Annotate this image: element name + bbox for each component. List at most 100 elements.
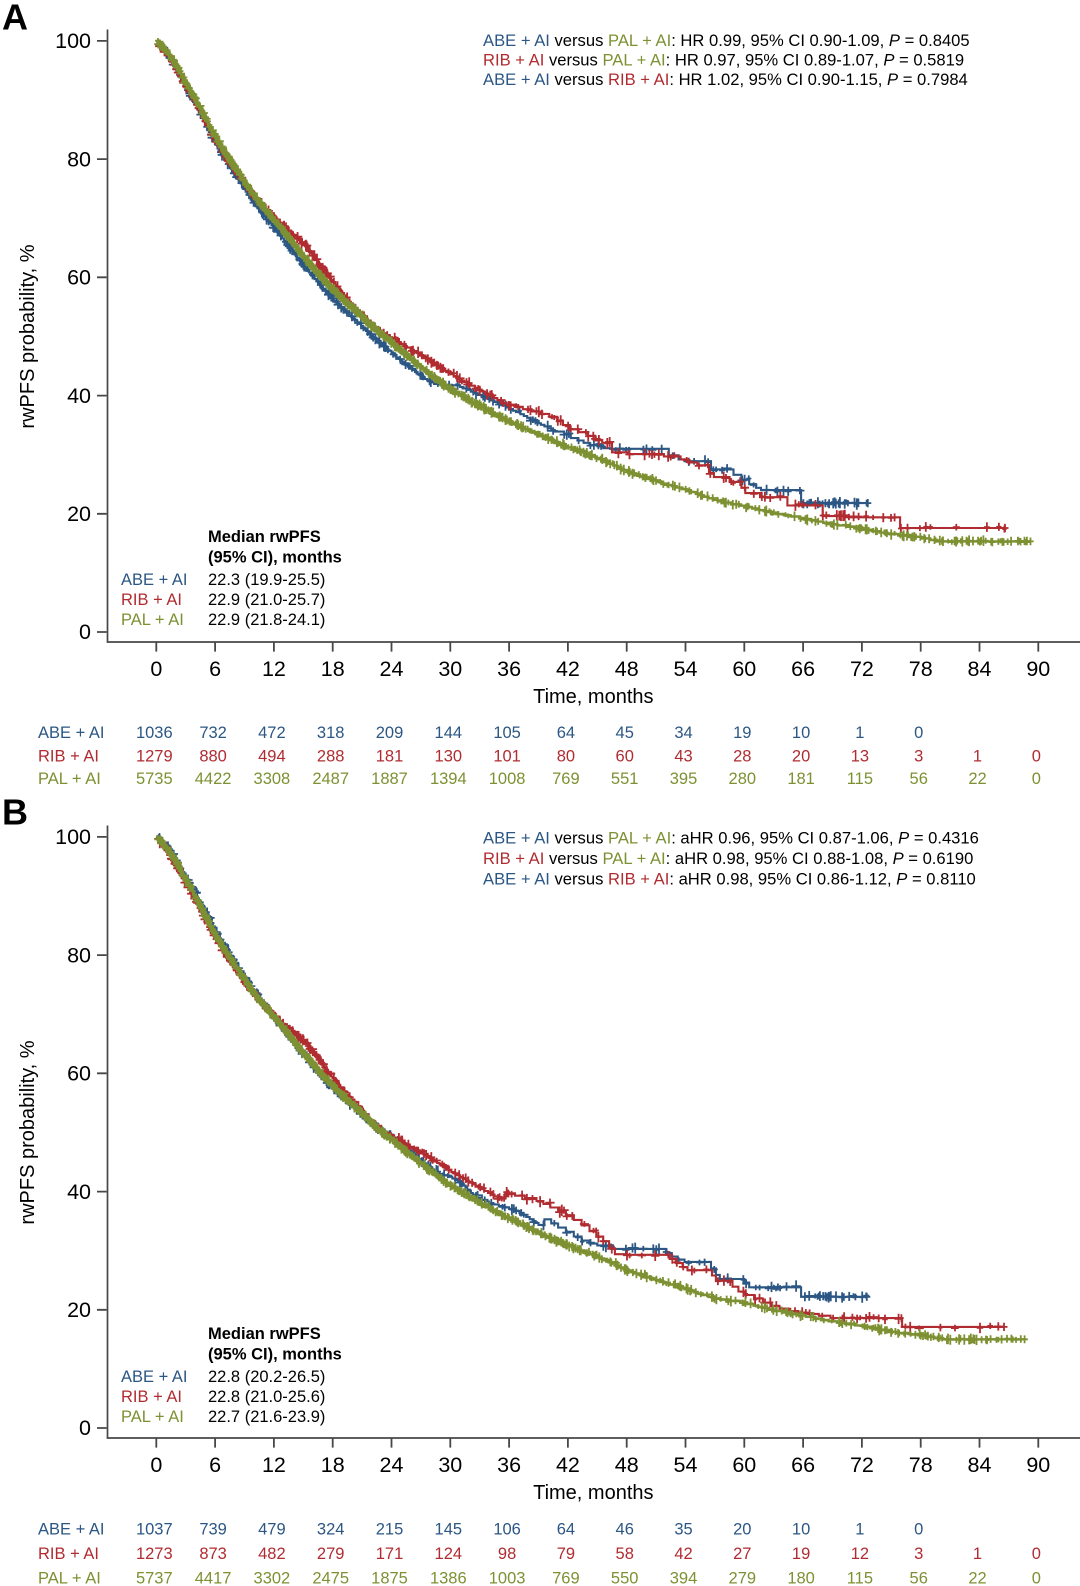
svg-text:22: 22 (968, 1570, 986, 1586)
svg-text:80: 80 (557, 747, 575, 765)
svg-text:22.8 (20.2-26.5): 22.8 (20.2-26.5) (208, 1368, 325, 1386)
svg-text:rwPFS probability, %: rwPFS probability, % (17, 244, 39, 428)
svg-text:280: 280 (729, 770, 757, 788)
svg-text:ABE + AI versus PAL + AI: aHR: ABE + AI versus PAL + AI: aHR 0.96, 95% … (483, 829, 979, 848)
svg-text:42: 42 (674, 1545, 692, 1563)
svg-text:279: 279 (729, 1570, 757, 1586)
svg-text:106: 106 (493, 1521, 521, 1539)
svg-text:ABE + AI versus RIB + AI: HR 1: ABE + AI versus RIB + AI: HR 1.02, 95% C… (483, 70, 968, 89)
svg-text:2475: 2475 (312, 1570, 349, 1586)
svg-text:115: 115 (847, 1570, 873, 1586)
svg-text:58: 58 (616, 1545, 634, 1563)
svg-text:101: 101 (493, 747, 521, 765)
svg-text:27: 27 (733, 1545, 751, 1563)
svg-text:rwPFS probability, %: rwPFS probability, % (17, 1040, 39, 1224)
svg-text:66: 66 (791, 657, 815, 681)
svg-text:3: 3 (914, 1545, 923, 1563)
svg-text:19: 19 (733, 724, 751, 742)
svg-text:0: 0 (150, 1453, 162, 1477)
svg-text:318: 318 (317, 724, 345, 742)
svg-text:482: 482 (258, 1545, 286, 1563)
svg-text:0: 0 (79, 1416, 91, 1440)
svg-text:0: 0 (914, 1521, 923, 1539)
svg-text:Median rwPFS: Median rwPFS (208, 1325, 321, 1343)
svg-text:56: 56 (910, 1570, 928, 1586)
svg-text:34: 34 (674, 724, 692, 742)
svg-text:20: 20 (67, 502, 91, 526)
svg-text:472: 472 (258, 724, 286, 742)
svg-text:79: 79 (557, 1545, 575, 1563)
svg-text:20: 20 (792, 747, 810, 765)
svg-text:739: 739 (199, 1521, 227, 1539)
svg-text:3308: 3308 (254, 770, 291, 788)
svg-text:(95% CI), months: (95% CI), months (208, 549, 342, 567)
svg-text:72: 72 (850, 1453, 874, 1477)
svg-text:10: 10 (792, 724, 810, 742)
svg-text:20: 20 (733, 1521, 751, 1539)
svg-text:78: 78 (909, 1453, 933, 1477)
svg-text:RIB + AI versus PAL + AI: HR 0: RIB + AI versus PAL + AI: HR 0.97, 95% C… (483, 51, 964, 70)
svg-text:6: 6 (209, 1453, 221, 1477)
svg-text:(95% CI), months: (95% CI), months (208, 1346, 342, 1364)
svg-text:ABE + AI versus PAL + AI: HR 0: ABE + AI versus PAL + AI: HR 0.99, 95% C… (483, 31, 970, 50)
svg-text:22.9 (21.0-25.7): 22.9 (21.0-25.7) (208, 591, 325, 609)
svg-text:30: 30 (438, 657, 462, 681)
svg-text:279: 279 (317, 1545, 345, 1563)
svg-text:48: 48 (615, 1453, 639, 1477)
svg-text:1037: 1037 (136, 1521, 173, 1539)
svg-text:873: 873 (199, 1545, 227, 1563)
svg-text:22.7 (21.6-23.9): 22.7 (21.6-23.9) (208, 1408, 325, 1426)
svg-text:769: 769 (552, 1570, 580, 1586)
svg-text:42: 42 (556, 1453, 580, 1477)
svg-text:12: 12 (851, 1545, 869, 1563)
svg-text:0: 0 (1032, 1570, 1041, 1586)
svg-text:42: 42 (556, 657, 580, 681)
svg-text:18: 18 (321, 657, 345, 681)
svg-text:494: 494 (258, 747, 286, 765)
svg-text:22.9 (21.8-24.1): 22.9 (21.8-24.1) (208, 611, 325, 629)
svg-text:A: A (2, 0, 28, 38)
svg-text:1008: 1008 (489, 770, 526, 788)
svg-text:115: 115 (847, 770, 873, 788)
svg-text:64: 64 (557, 1521, 575, 1539)
svg-text:1875: 1875 (371, 1570, 408, 1586)
svg-text:PAL + AI: PAL + AI (121, 611, 184, 629)
svg-text:45: 45 (616, 724, 634, 742)
svg-text:22.8 (21.0-25.6): 22.8 (21.0-25.6) (208, 1388, 325, 1406)
svg-text:18: 18 (321, 1453, 345, 1477)
svg-text:Time, months: Time, months (533, 686, 653, 708)
svg-text:180: 180 (787, 1570, 815, 1586)
svg-text:0: 0 (79, 620, 91, 644)
svg-text:13: 13 (851, 747, 869, 765)
svg-text:90: 90 (1026, 1453, 1050, 1477)
svg-text:64: 64 (557, 724, 575, 742)
svg-text:3302: 3302 (254, 1570, 291, 1586)
svg-text:0: 0 (914, 724, 923, 742)
svg-text:66: 66 (791, 1453, 815, 1477)
svg-text:4422: 4422 (195, 770, 232, 788)
svg-text:288: 288 (317, 747, 345, 765)
svg-text:28: 28 (733, 747, 751, 765)
svg-text:40: 40 (67, 1180, 91, 1204)
svg-text:80: 80 (67, 147, 91, 171)
svg-text:1003: 1003 (489, 1570, 526, 1586)
svg-text:479: 479 (258, 1521, 286, 1539)
svg-text:24: 24 (380, 657, 404, 681)
svg-text:60: 60 (732, 1453, 756, 1477)
svg-text:1386: 1386 (430, 1570, 467, 1586)
svg-text:5735: 5735 (136, 770, 173, 788)
svg-text:171: 171 (376, 1545, 404, 1563)
svg-text:43: 43 (674, 747, 692, 765)
svg-text:RIB + AI: RIB + AI (38, 1545, 99, 1563)
svg-text:Median rwPFS: Median rwPFS (208, 528, 321, 546)
svg-text:48: 48 (615, 657, 639, 681)
svg-text:209: 209 (376, 724, 404, 742)
svg-text:19: 19 (792, 1545, 810, 1563)
svg-text:1273: 1273 (136, 1545, 173, 1563)
svg-text:145: 145 (435, 1521, 463, 1539)
svg-text:144: 144 (435, 724, 463, 742)
svg-text:90: 90 (1026, 657, 1050, 681)
svg-text:24: 24 (380, 1453, 404, 1477)
svg-text:80: 80 (67, 943, 91, 967)
svg-text:181: 181 (376, 747, 404, 765)
